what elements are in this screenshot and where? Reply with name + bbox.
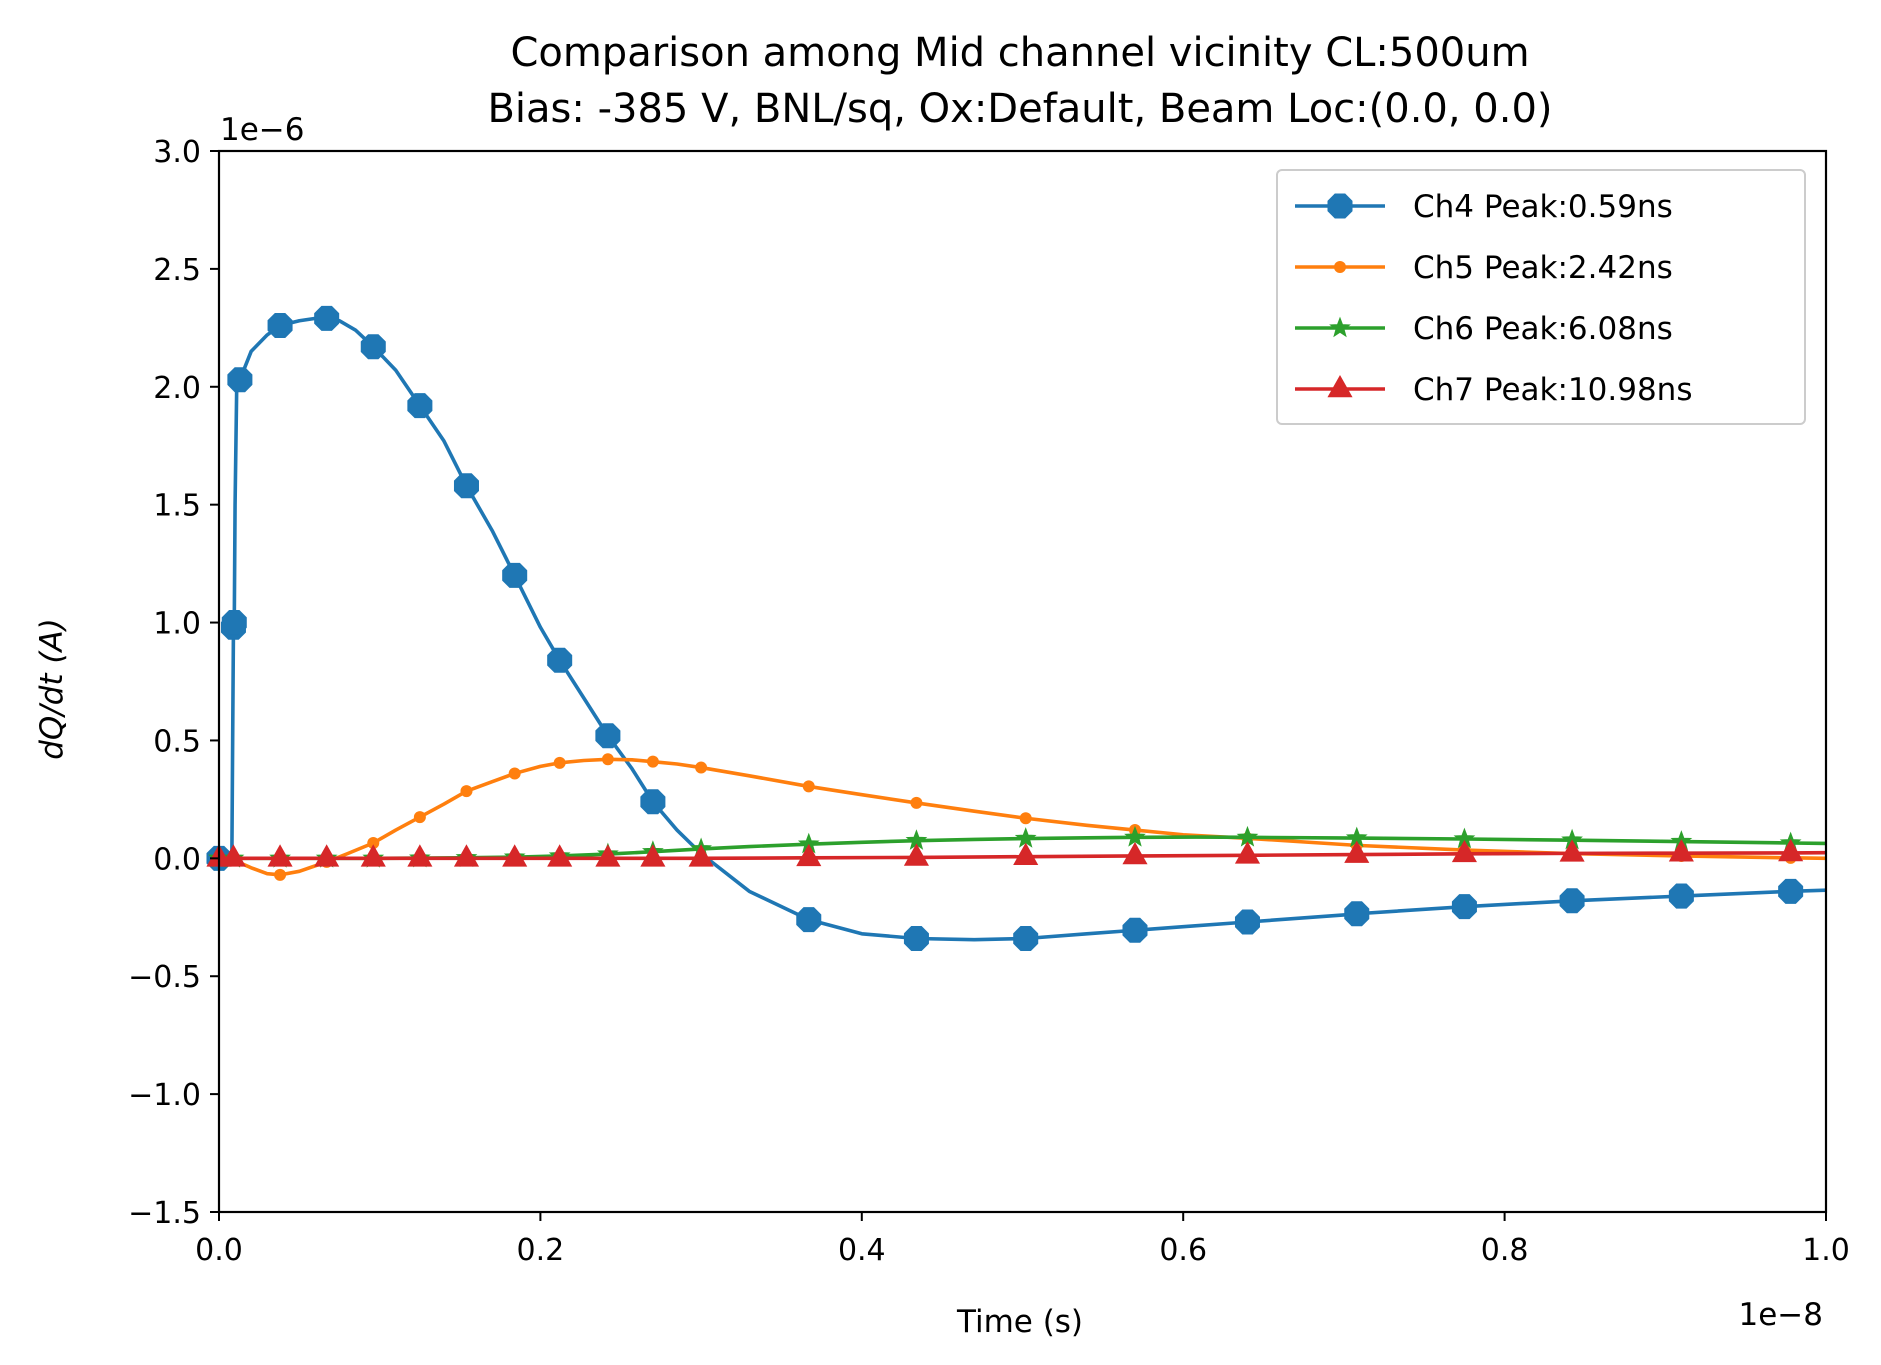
data-point [227,367,253,393]
data-point [460,785,473,798]
x-axis: 0.0 0.2 0.4 0.6 0.8 1.0 [195,1212,1850,1268]
data-point [547,647,573,673]
legend: Ch4 Peak:0.59ns Ch5 Peak:2.42ns Ch6 Peak:6… [1276,169,1806,425]
data-point [802,780,815,793]
data-point [1344,840,1370,863]
data-point [1559,839,1585,862]
legend-box [1276,169,1806,425]
legend-entry: Ch4 Peak:0.59ns [1295,189,1673,225]
data-point [220,844,247,867]
y-tick-label: −0.5 [128,960,201,995]
legend-label: Ch5 Peak:2.42ns [1413,250,1673,286]
data-point [413,811,426,824]
data-point [221,610,247,636]
data-point [601,753,614,766]
chart-title-line-2: Bias: -385 V, BNL/sq, Ox:Default, Beam L… [487,86,1552,132]
x-tick-label: 0.4 [838,1233,886,1268]
y-tick-label: 1.5 [153,489,201,524]
data-point [502,844,528,867]
data-point [1778,878,1804,904]
plot-area [206,305,1827,952]
data-point [502,562,528,588]
y-tick-label: 0.0 [153,842,201,877]
data-point [267,844,293,867]
data-point [910,796,923,809]
data-point [1122,841,1148,865]
data-point [360,334,386,360]
legend-marker [1334,261,1346,273]
data-point [688,844,714,867]
legend-entry: Ch6 Peak:6.08ns [1295,311,1673,347]
series-7 [206,838,1827,867]
data-point [407,393,433,419]
x-tick-label: 0.2 [517,1233,565,1268]
series-layer [206,305,1827,952]
data-point [1778,838,1804,862]
data-point [1122,917,1148,943]
data-point [1234,841,1261,864]
data-point [646,755,659,768]
y-tick-label: −1.0 [128,1078,201,1113]
y-tick-label: 1.0 [153,607,201,642]
data-point [1019,812,1032,825]
data-point [595,844,621,867]
data-point [640,789,666,815]
data-point [1451,894,1477,920]
chart-title-line-1: Comparison among Mid channel vicinity CL… [510,30,1529,76]
legend-label: Ch4 Peak:0.59ns [1413,189,1673,225]
data-point [1013,925,1039,952]
data-point [1234,909,1260,935]
legend-entry: Ch7 Peak:10.98ns [1295,372,1692,408]
legend-label: Ch7 Peak:10.98ns [1413,372,1692,408]
data-point [274,868,287,881]
data-point [547,844,573,867]
x-tick-label: 0.0 [195,1233,243,1268]
y-tick-label: −1.5 [128,1196,201,1231]
data-point [903,843,929,866]
data-point [640,844,666,867]
legend-entry: Ch5 Peak:2.42ns [1295,250,1673,286]
x-tick-label: 0.6 [1159,1233,1207,1268]
y-tick-label: 3.0 [153,135,201,170]
data-point [1559,888,1585,914]
legend-marker [1329,316,1351,338]
data-point [508,767,521,780]
series-line [219,316,1827,942]
axes-frame [217,149,1828,1214]
data-point [1124,825,1146,847]
data-point [367,837,380,850]
data-point [1013,842,1039,865]
data-point [903,925,929,952]
x-axis-scale-label: 1e−8 [1739,1297,1824,1333]
data-point [1344,901,1370,927]
data-point [453,844,480,867]
data-point [595,723,621,749]
legend-marker [1327,193,1353,219]
legend-marker [1327,374,1353,398]
data-point [695,761,708,774]
data-point [267,312,293,338]
data-point [553,756,566,769]
data-point [1668,883,1694,909]
data-point [453,473,479,499]
y-axis-label: dQ/dt (A) [34,618,70,760]
data-point [796,843,822,867]
y-tick-label: 0.5 [153,724,201,759]
data-point [407,844,433,867]
data-point [1451,839,1477,863]
y-axis: −1.5 −1.0 −0.5 0.0 0.5 1.0 1.5 2.0 2.5 3.0 [128,135,219,1231]
y-axis-scale-label: 1e−6 [220,112,305,148]
x-tick-label: 0.8 [1481,1233,1529,1268]
data-point [314,844,340,867]
x-tick-label: 1.0 [1802,1233,1850,1268]
data-point [314,305,340,331]
data-point [360,844,386,867]
legend-label: Ch6 Peak:6.08ns [1413,311,1673,347]
data-point [796,907,822,933]
x-axis-label: Time (s) [956,1304,1083,1340]
data-point [1668,839,1694,862]
y-tick-label: 2.5 [153,253,201,288]
y-tick-label: 2.0 [153,371,201,406]
